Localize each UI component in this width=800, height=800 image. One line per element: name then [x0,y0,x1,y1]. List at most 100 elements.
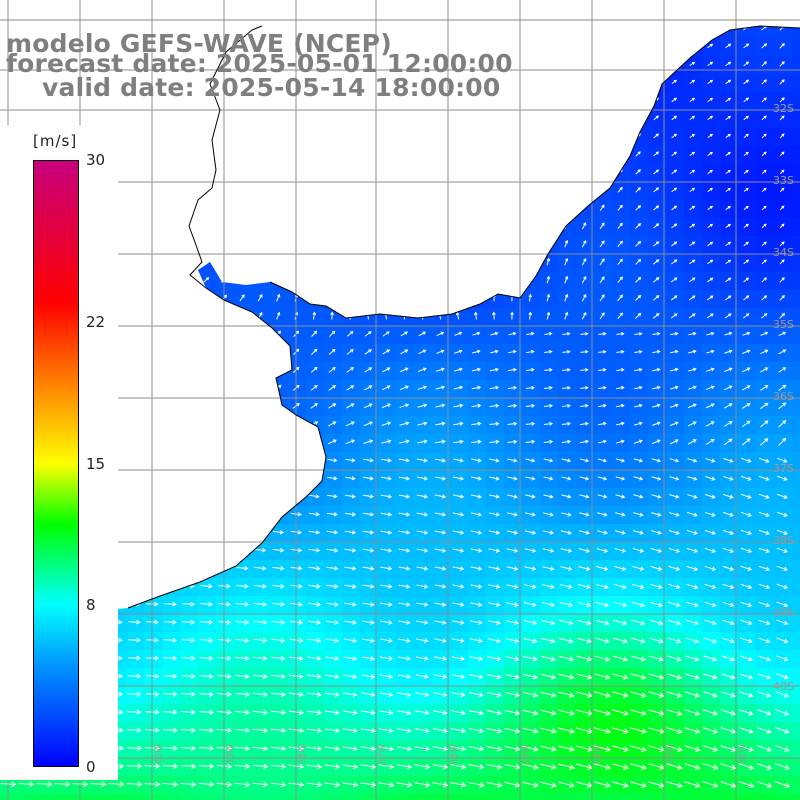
field-cell [738,506,757,525]
wind-arrow [528,60,532,67]
field-cell [684,236,703,255]
wind-arrow [779,43,785,49]
wind-arrow [528,42,532,49]
wind-arrow [434,584,447,589]
field-cell [162,236,181,255]
wind-arrow [417,367,427,372]
field-cell [180,758,199,777]
wind-arrow [776,583,789,590]
wind-arrow [528,311,533,320]
wind-arrow [741,438,751,446]
field-cell [126,398,145,417]
wind-arrow [742,331,751,336]
field-cell [198,362,217,381]
wind-arrow [235,601,250,607]
wind-arrow [363,476,374,481]
field-cell [180,524,199,543]
field-cell [702,560,721,579]
field-cell [180,776,199,795]
field-cell [342,416,361,435]
field-cell [774,488,793,507]
wind-arrow [310,348,318,355]
longitude-label: 59W [226,744,236,765]
wind-arrow [256,438,264,445]
wind-arrow [434,512,447,517]
field-cell [594,362,613,381]
field-cell [306,128,325,147]
wind-arrow [456,26,460,32]
field-cell [558,128,577,147]
field-cell [468,26,487,39]
field-cell [126,362,145,381]
field-cell [234,380,253,399]
wind-arrow [652,295,660,301]
field-cell [378,326,397,345]
wind-arrow [725,133,732,138]
field-cell [792,236,800,255]
field-cell [216,452,235,471]
wind-arrow [705,403,715,409]
wind-arrow [725,26,732,31]
field-cell [684,632,703,651]
wind-arrow [761,277,768,283]
wind-arrow [272,530,285,535]
field-cell [288,704,307,723]
field-cell [270,794,289,800]
wind-arrow [129,457,140,463]
field-cell [612,128,631,147]
wind-arrow [452,530,465,535]
field-cell [756,182,775,201]
field-cell [612,434,631,453]
field-cell [144,416,163,435]
wind-arrow [688,349,697,354]
wind-arrow [257,294,263,302]
wind-arrow [166,419,174,428]
field-cell [144,488,163,507]
field-cell [198,596,217,615]
field-cell [576,470,595,489]
field-cell [432,344,451,363]
wind-arrow [130,401,138,410]
field-cell [774,524,793,543]
wind-arrow [707,223,714,229]
field-cell [576,218,595,237]
field-cell [324,794,343,800]
wind-arrow [417,421,428,426]
wind-arrow [761,223,767,229]
field-cell [378,254,397,273]
field-cell [540,164,559,183]
field-cell [486,398,505,417]
field-cell [504,488,523,507]
wind-arrow [330,221,334,230]
field-cell [486,668,505,687]
field-cell [396,488,415,507]
field-cell [270,308,289,327]
wind-arrow [635,97,641,103]
latitude-label: 38S [773,534,794,547]
wind-arrow [312,311,317,320]
field-cell [684,38,703,57]
wind-arrow [546,311,551,320]
field-cell [180,632,199,651]
field-cell [396,254,415,273]
field-cell [306,146,325,165]
wind-arrow [330,132,334,139]
field-cell [792,200,800,219]
wind-arrow [256,402,264,410]
field-cell [432,614,451,633]
wind-arrow [382,349,391,355]
field-cell [720,434,739,453]
wind-arrow [510,222,514,229]
field-cell [360,380,379,399]
wind-arrow [617,43,623,49]
wind-arrow [456,186,460,193]
field-cell [486,236,505,255]
wind-arrow [544,385,553,390]
field-cell [288,560,307,579]
wind-arrow [254,548,267,553]
wind-arrow [597,476,608,481]
field-cell [306,272,325,291]
wind-arrow [617,150,623,157]
field-cell [792,362,800,381]
wind-arrow [165,493,176,499]
